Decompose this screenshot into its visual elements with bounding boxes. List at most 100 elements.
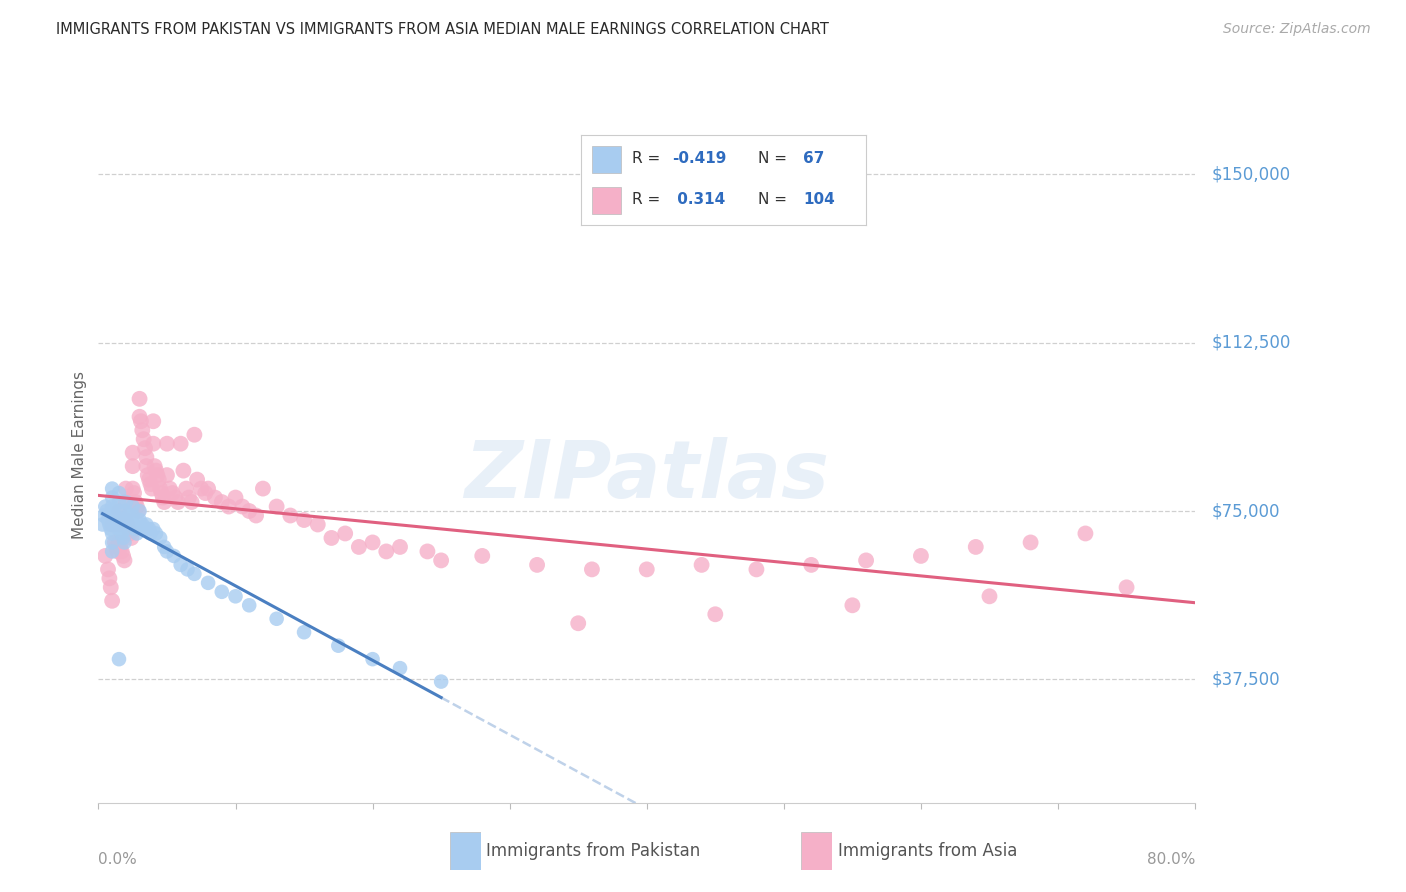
Point [280,508,302,523]
Point [690,558,713,572]
Point [100,522,122,536]
Point [135,459,157,474]
Point [128,392,150,406]
Text: Immigrants from Asia: Immigrants from Asia [838,842,1018,860]
Point [152,491,174,505]
Text: Source: ZipAtlas.com: Source: ZipAtlas.com [1223,22,1371,37]
Point [135,450,157,465]
Point [115,513,138,527]
Point [111,526,134,541]
Point [211,584,233,599]
Point [97,562,120,576]
Point [112,549,135,563]
Point [328,639,350,653]
Point [94,500,117,514]
Point [117,508,139,523]
Text: $112,500: $112,500 [1212,334,1291,351]
Point [581,562,603,576]
Point [800,558,823,572]
Point [105,540,128,554]
Point [156,544,179,558]
Text: 80.0%: 80.0% [1147,852,1195,866]
Point [335,526,357,541]
Point [128,513,150,527]
Point [841,599,863,613]
Point [156,468,179,483]
Point [745,562,768,576]
Point [136,468,159,483]
Point [430,553,453,567]
Point [101,482,124,496]
Point [361,652,384,666]
Point [704,607,727,622]
Point [120,531,142,545]
Point [115,495,138,509]
Point [142,414,165,428]
Point [567,616,589,631]
Point [118,526,141,541]
Point [266,612,288,626]
Point [292,513,315,527]
Point [101,513,124,527]
Point [118,513,141,527]
Point [238,504,260,518]
Text: 0.0%: 0.0% [98,852,138,866]
Point [526,558,548,572]
Point [117,522,139,536]
Point [186,473,208,487]
Point [197,575,219,590]
Point [131,423,153,437]
Point [125,500,148,514]
Point [101,544,124,558]
Point [148,473,170,487]
Point [121,508,143,523]
Point [149,531,172,545]
Point [129,414,152,428]
Point [1115,580,1137,594]
Point [159,482,181,496]
Point [101,491,124,505]
Point [121,459,143,474]
Point [1074,526,1097,541]
Point [94,549,117,563]
Point [307,517,329,532]
Point [108,522,131,536]
Point [167,495,190,509]
Point [416,544,439,558]
Point [101,500,124,514]
Point [108,504,131,518]
Point [100,580,122,594]
Point [292,625,315,640]
Point [108,513,131,527]
Point [108,495,131,509]
Point [150,486,173,500]
Point [177,491,200,505]
Y-axis label: Median Male Earnings: Median Male Earnings [72,371,87,539]
Point [965,540,987,554]
Point [110,540,132,554]
Point [121,445,143,459]
Text: $150,000: $150,000 [1212,165,1291,184]
Point [238,599,260,613]
Point [115,517,138,532]
Point [170,558,193,572]
Point [388,540,412,554]
Point [114,535,136,549]
Point [131,517,153,532]
Point [101,535,124,549]
Point [132,432,155,446]
Text: IMMIGRANTS FROM PAKISTAN VS IMMIGRANTS FROM ASIA MEDIAN MALE EARNINGS CORRELATIO: IMMIGRANTS FROM PAKISTAN VS IMMIGRANTS F… [56,22,830,37]
Point [115,495,138,509]
Point [101,517,124,532]
Point [125,526,148,541]
Point [124,495,146,509]
Point [183,427,205,442]
Point [104,535,127,549]
Point [101,526,124,541]
Point [98,517,121,532]
Point [120,517,142,532]
Point [108,652,131,666]
Point [98,571,121,585]
Point [107,544,129,558]
Point [636,562,658,576]
